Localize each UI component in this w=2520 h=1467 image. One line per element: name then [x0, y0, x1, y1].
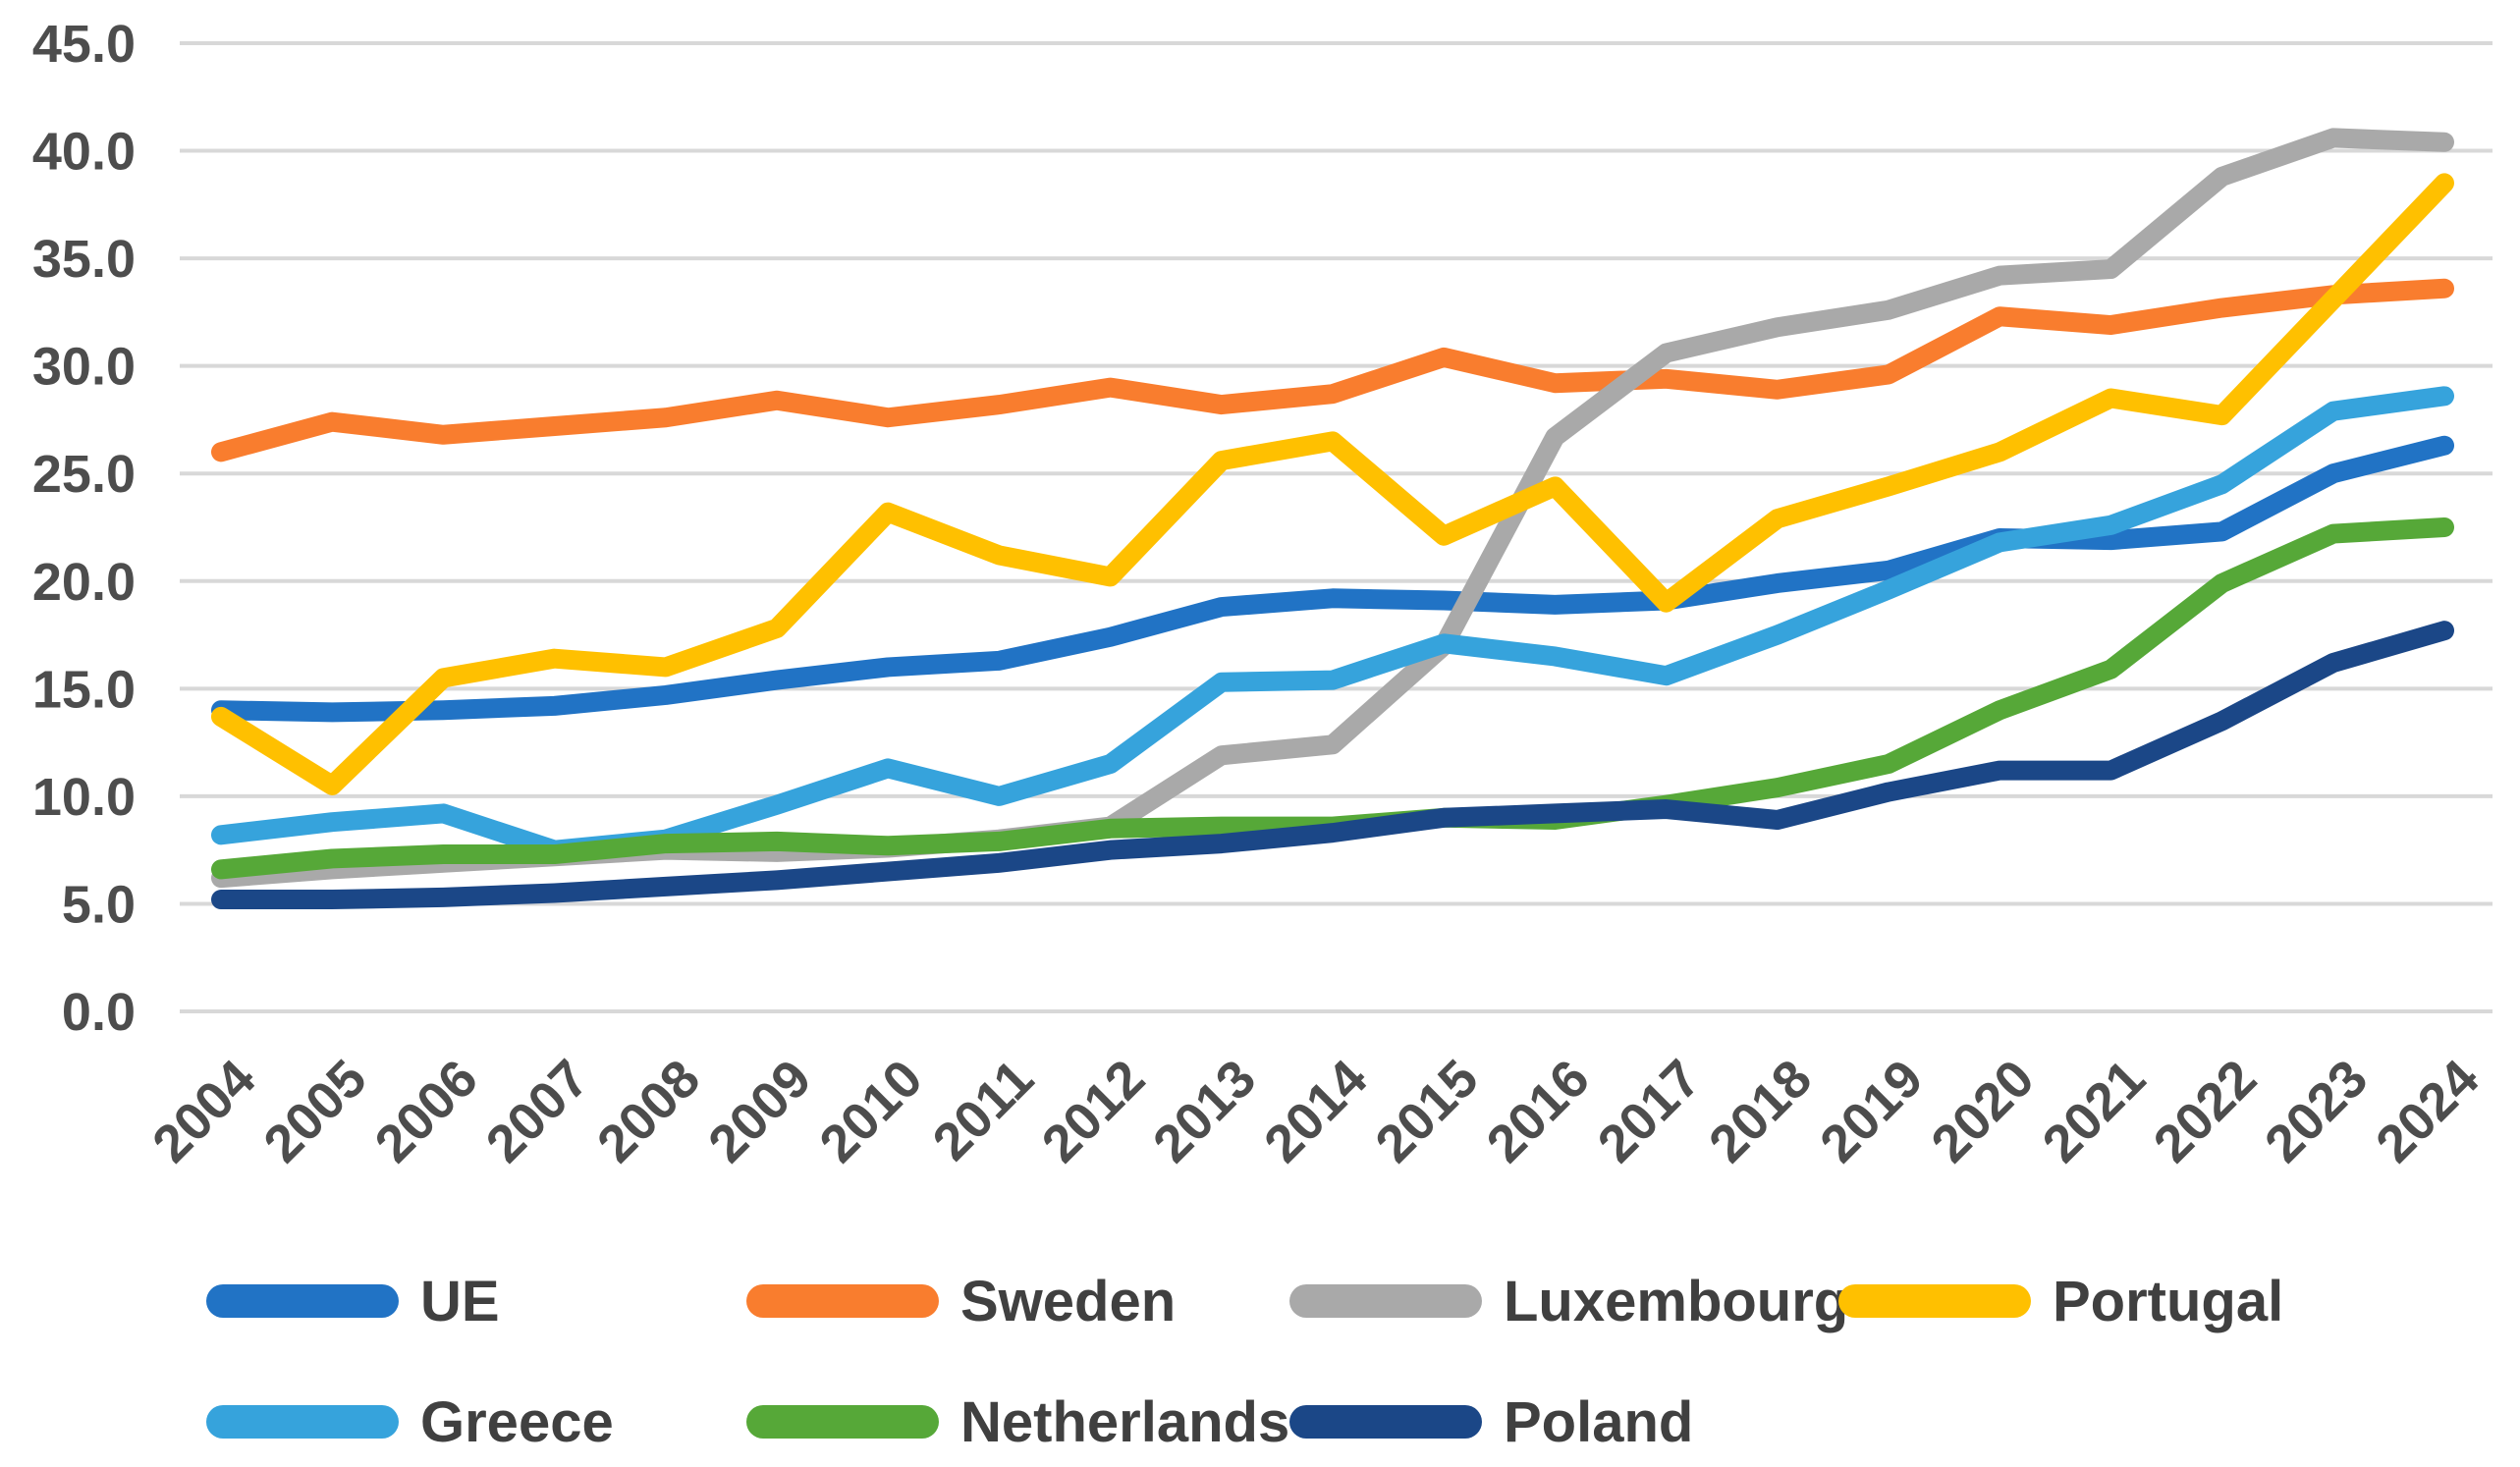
legend-swatch-greece: [206, 1405, 399, 1439]
x-axis-tick-label: 2022: [2143, 1049, 2268, 1173]
x-axis-tick-label: 2012: [1031, 1049, 1156, 1173]
legend-label: Greece: [420, 1389, 614, 1454]
x-axis-tick-label: 2016: [1476, 1049, 1601, 1173]
series-line-poland: [211, 621, 2454, 910]
legend-label: Portugal: [2053, 1269, 2284, 1333]
y-axis-tick-label: 15.0: [32, 660, 136, 719]
x-axis-tick-label: 2006: [364, 1049, 489, 1173]
legend-swatch-luxembourg: [1289, 1284, 1482, 1318]
y-axis-tick-label: 30.0: [32, 338, 136, 397]
x-axis-tick-label: 2015: [1364, 1049, 1489, 1173]
y-axis-tick-label: 0.0: [62, 983, 136, 1042]
x-axis-tick-label: 2021: [2032, 1049, 2157, 1173]
x-axis-tick-label: 2010: [808, 1049, 933, 1173]
y-axis-tick-label: 5.0: [62, 875, 136, 934]
x-axis-tick-label: 2024: [2365, 1049, 2490, 1173]
legend-label: Luxembourg: [1504, 1269, 1849, 1333]
y-axis-tick-label: 20.0: [32, 553, 136, 612]
x-axis-tick-label: 2014: [1253, 1049, 1378, 1173]
legend-item-greece: Greece: [206, 1387, 614, 1456]
x-axis: 2004200520062007200820092010201120122013…: [141, 1049, 2490, 1173]
line-chart: 0.0 5.0 10.0 15.0 20.0 25.0 30.0 35.0 40.0 45.0 20…: [32, 15, 2493, 1173]
legend-label: Netherlands: [960, 1389, 1290, 1454]
y-axis-tick-label: 35.0: [32, 230, 136, 289]
y-axis-tick-label: 40.0: [32, 123, 136, 182]
x-axis-tick-label: 2020: [1920, 1049, 2045, 1173]
series-line-portugal: [211, 173, 2454, 795]
legend-item-sweden: Sweden: [746, 1267, 1176, 1335]
x-axis-tick-label: 2007: [475, 1049, 600, 1173]
x-axis-tick-label: 2011: [922, 1049, 1045, 1171]
legend-swatch-sweden: [746, 1284, 939, 1318]
x-axis-tick-label: 2009: [697, 1049, 822, 1173]
x-axis-tick-label: 2023: [2254, 1049, 2379, 1173]
legend-label: Poland: [1504, 1389, 1694, 1454]
x-axis-tick-label: 2018: [1698, 1049, 1823, 1173]
x-axis-tick-label: 2005: [252, 1049, 377, 1173]
legend-item-luxembourg: Luxembourg: [1289, 1267, 1848, 1335]
x-axis-tick-label: 2008: [586, 1049, 711, 1173]
legend-item-netherlands: Netherlands: [746, 1387, 1289, 1456]
series-lines: [211, 128, 2454, 910]
y-axis-tick-label: 25.0: [32, 445, 136, 504]
legend-swatch-netherlands: [746, 1405, 939, 1439]
series-line-sweden: [211, 278, 2454, 462]
legend-label: UE: [420, 1269, 500, 1333]
legend-label: Sweden: [960, 1269, 1177, 1333]
y-axis: 0.0 5.0 10.0 15.0 20.0 25.0 30.0 35.0 40.0 45.0: [32, 15, 136, 1042]
x-axis-tick-label: 2019: [1809, 1049, 1934, 1173]
legend-swatch-ue: [206, 1284, 399, 1318]
x-axis-tick-label: 2004: [141, 1049, 266, 1173]
x-axis-tick-label: 2017: [1587, 1049, 1712, 1173]
legend-item-ue: UE: [206, 1267, 500, 1335]
legend-swatch-portugal: [1838, 1284, 2031, 1318]
y-axis-tick-label: 10.0: [32, 768, 136, 827]
legend-item-portugal: Portugal: [1838, 1267, 2283, 1335]
gridlines: [180, 41, 2493, 1013]
series-line-greece: [211, 386, 2454, 860]
x-axis-tick-label: 2013: [1142, 1049, 1267, 1173]
legend-item-poland: Poland: [1289, 1387, 1693, 1456]
legend-swatch-poland: [1289, 1405, 1482, 1439]
y-axis-tick-label: 45.0: [32, 15, 136, 74]
